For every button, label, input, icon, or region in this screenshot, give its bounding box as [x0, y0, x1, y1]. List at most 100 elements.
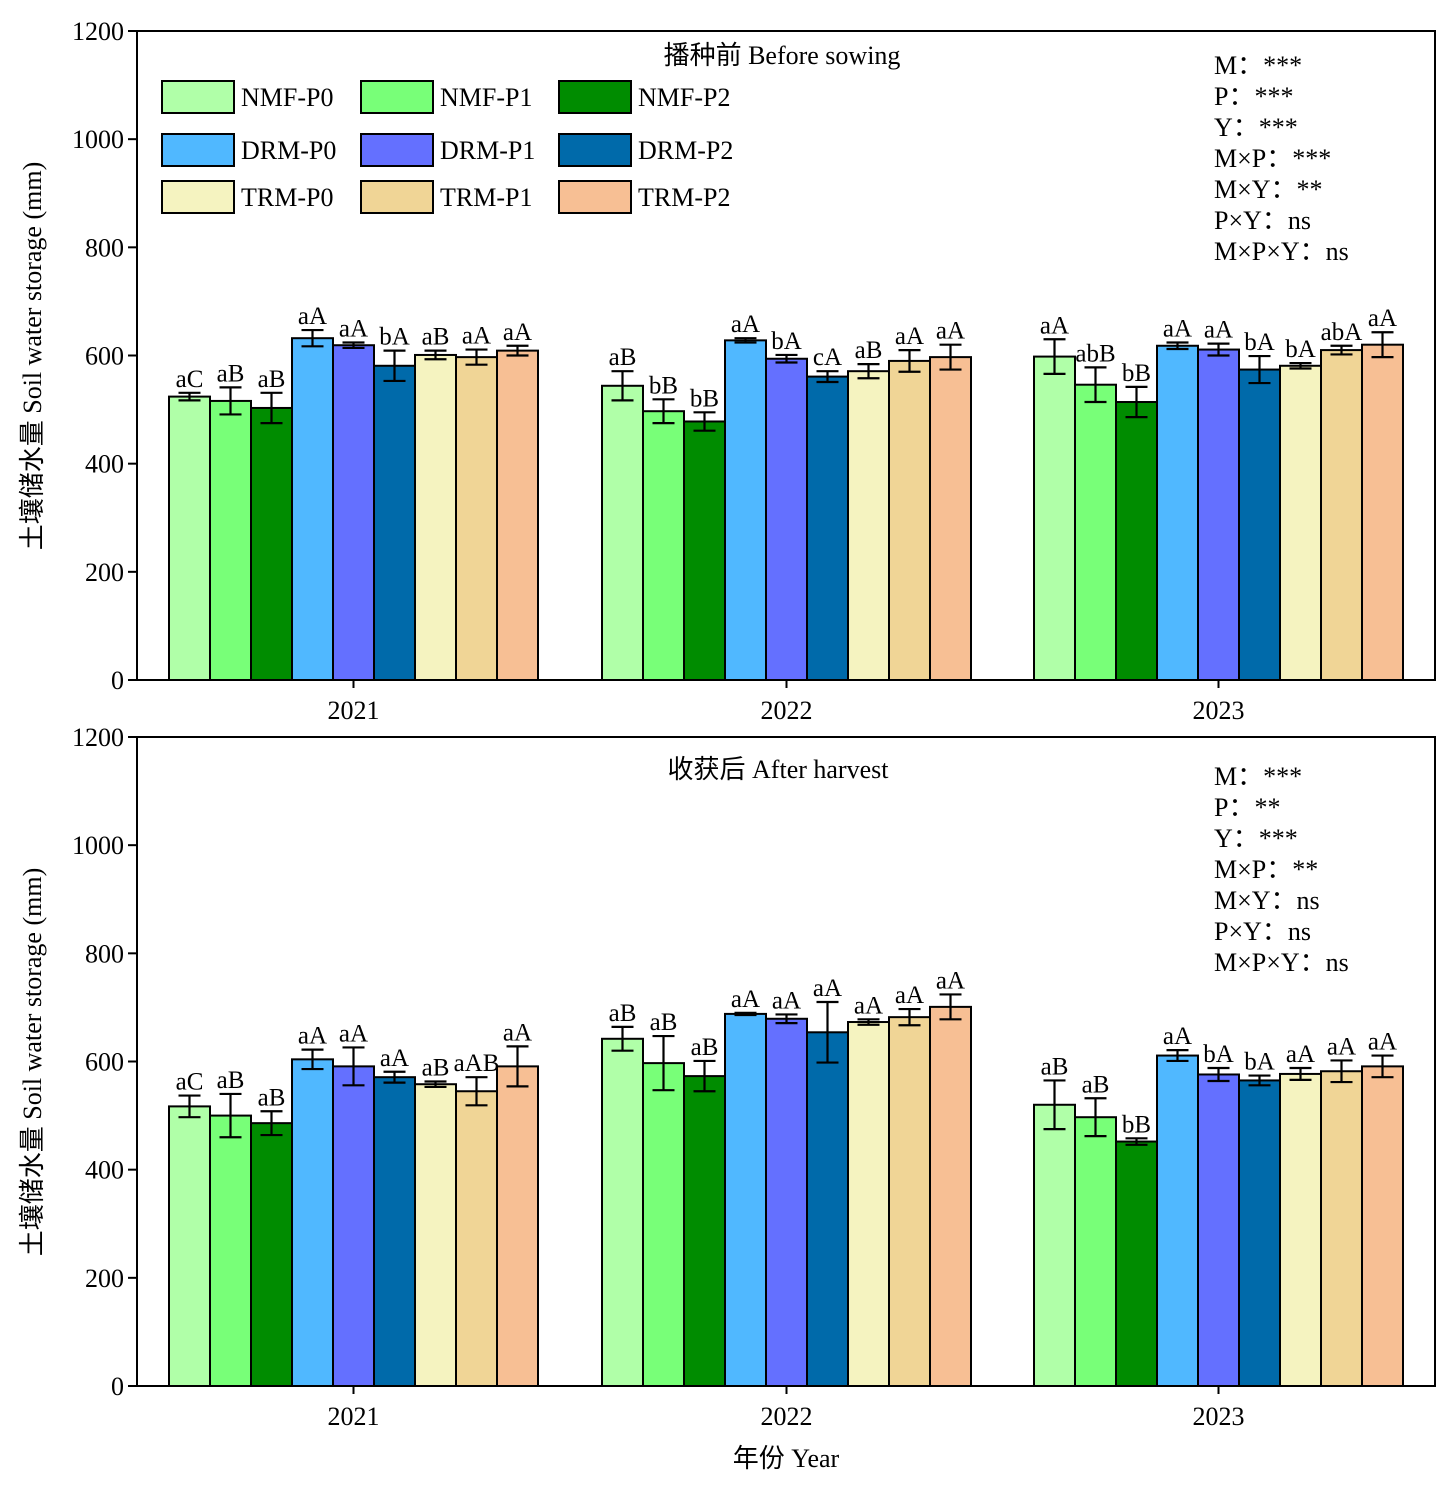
bar — [1033, 1103, 1076, 1388]
bar — [168, 1105, 211, 1387]
bar — [414, 1083, 457, 1387]
stat-line: Y：*** — [1214, 824, 1298, 853]
y-tick-label: 600 — [85, 342, 124, 371]
bar — [373, 364, 416, 681]
data-label: aA — [298, 1023, 327, 1050]
data-label: aA — [813, 975, 842, 1002]
legend-swatch — [558, 133, 632, 167]
data-label: aA — [772, 987, 801, 1014]
data-label: aB — [855, 337, 883, 364]
data-label: aA — [1286, 1041, 1315, 1068]
bar — [1115, 1140, 1158, 1387]
bar — [496, 349, 539, 681]
data-label: bA — [1244, 1049, 1275, 1076]
data-label: aB — [217, 360, 245, 387]
y-tick-label: 1000 — [72, 125, 124, 154]
y-tick-label: 1000 — [72, 831, 124, 860]
y-tick-label: 1200 — [72, 17, 124, 46]
bar — [291, 1058, 334, 1387]
legend-swatch — [558, 180, 632, 214]
bar — [1197, 1073, 1240, 1387]
data-label: bB — [1122, 1111, 1151, 1138]
data-label: aB — [422, 324, 450, 351]
data-label: aB — [422, 1055, 450, 1082]
legend-swatch — [360, 180, 434, 214]
bar — [1033, 355, 1076, 681]
bar — [1156, 344, 1199, 681]
x-tick-label: 2023 — [1193, 696, 1245, 725]
legend-swatch — [161, 133, 235, 167]
y-tick-label: 600 — [85, 1048, 124, 1077]
data-label: aB — [650, 1009, 678, 1036]
bar — [642, 410, 685, 681]
stat-line: P×Y：ns — [1214, 206, 1311, 235]
stat-line: M×P：** — [1214, 855, 1318, 884]
bar — [1320, 1070, 1363, 1387]
bar — [683, 420, 726, 681]
bar — [765, 357, 808, 681]
bar — [847, 370, 890, 681]
bar — [724, 339, 767, 681]
data-label: aA — [1368, 305, 1397, 332]
data-label: bB — [649, 372, 678, 399]
bar — [806, 1031, 849, 1388]
x-tick-label: 2022 — [761, 696, 813, 725]
data-label: aB — [1082, 1071, 1110, 1098]
bar — [1238, 1079, 1281, 1388]
bar — [1197, 348, 1240, 681]
bar — [1361, 343, 1404, 681]
legend-label: TRM-P1 — [440, 183, 532, 212]
data-label: aC — [176, 366, 204, 393]
stat-line: M×Y：** — [1214, 175, 1323, 204]
x-axis: 2021 2022 2023 — [328, 680, 1245, 725]
stat-line: P×Y：ns — [1214, 917, 1311, 946]
data-label: aB — [258, 366, 286, 393]
stat-line: P：*** — [1214, 82, 1293, 111]
bar — [601, 384, 644, 681]
y-tick-label: 800 — [85, 939, 124, 968]
y-tick-label: 0 — [111, 666, 124, 695]
data-label: aA — [1040, 312, 1069, 339]
bar — [1320, 349, 1363, 681]
data-label: aA — [503, 1019, 532, 1046]
legend-swatch — [161, 80, 235, 114]
x-axis-label: 年份 Year — [733, 1444, 840, 1473]
bar — [332, 344, 375, 681]
y-axis-label: 土壤储水量 Soil water storage (mm) — [18, 868, 47, 1257]
x-tick-label: 2022 — [761, 1402, 813, 1431]
legend-label: DRM-P2 — [638, 136, 733, 165]
data-label: aA — [1327, 1033, 1356, 1060]
data-label: aB — [609, 344, 637, 371]
data-label: aA — [1204, 317, 1233, 344]
stat-line: Y：*** — [1214, 113, 1298, 142]
bar — [455, 1090, 498, 1388]
x-tick-label: 2021 — [328, 1402, 380, 1431]
data-label: aB — [1041, 1053, 1069, 1080]
y-tick-label: 400 — [85, 1156, 124, 1185]
data-label: aA — [1163, 316, 1192, 343]
data-label: aA — [1163, 1023, 1192, 1050]
data-label: aA — [731, 311, 760, 338]
data-label: aAB — [454, 1050, 500, 1077]
bar — [209, 399, 252, 681]
legend-label: NMF-P0 — [241, 83, 333, 112]
bar — [724, 1012, 767, 1387]
legend: NMF-P0 NMF-P1 NMF-P2 DRM-P0 DRM-P1 DRM-P2 TRM-… — [161, 80, 733, 214]
data-label: cA — [813, 344, 842, 371]
legend-swatch — [360, 133, 434, 167]
bar — [332, 1065, 375, 1388]
y-tick-label: 200 — [85, 558, 124, 587]
data-label: bA — [771, 328, 802, 355]
bar — [455, 356, 498, 681]
bar — [250, 1122, 293, 1388]
data-label: aA — [503, 319, 532, 346]
data-label: aB — [609, 1000, 637, 1027]
data-label: bA — [1285, 336, 1316, 363]
data-label: aA — [936, 967, 965, 994]
y-axis-label: 土壤储水量 Soil water storage (mm) — [18, 162, 47, 551]
y-tick-label: 200 — [85, 1264, 124, 1293]
bar — [1156, 1054, 1199, 1387]
bar — [683, 1075, 726, 1388]
data-label: aA — [298, 303, 327, 330]
